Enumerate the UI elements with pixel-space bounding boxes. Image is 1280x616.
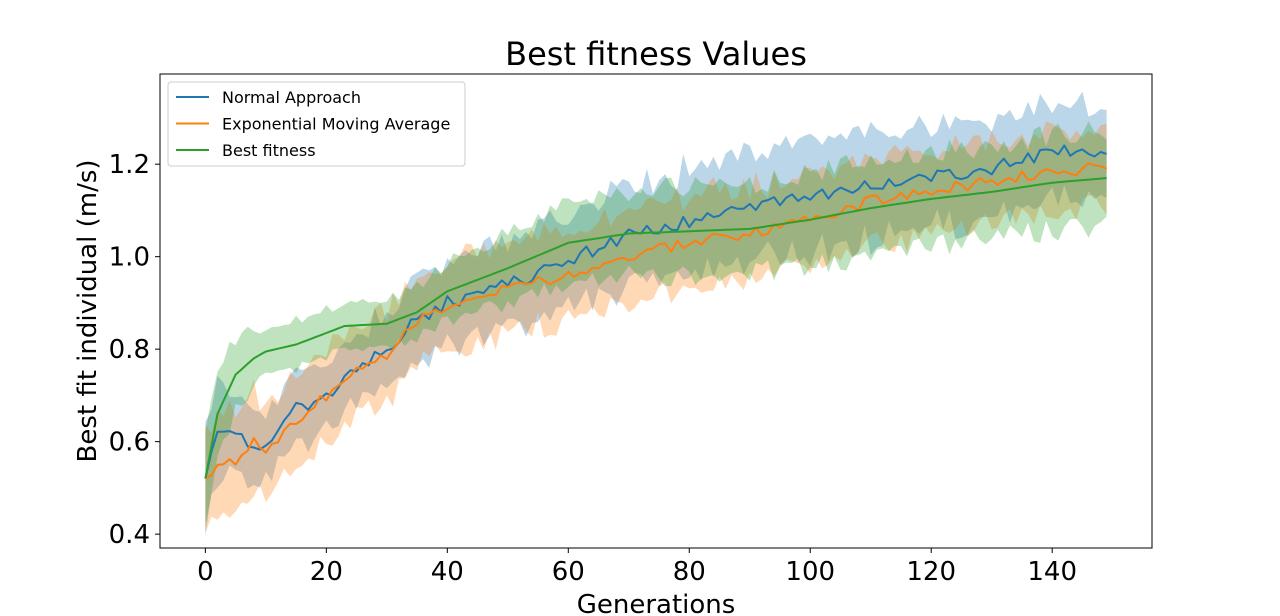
x-tick-label: 140 [1027,557,1077,587]
y-tick-label: 1.2 [109,150,150,180]
legend-label: Normal Approach [222,88,361,107]
legend: Normal Approach Exponential Moving Averag… [167,81,466,167]
x-axis-ticks: 0 20 40 60 80 100 120 140 [197,548,1077,587]
x-tick-label: 100 [785,557,835,587]
y-tick-label: 0.8 [109,335,150,365]
x-tick-label: 20 [310,557,343,587]
plot-frame [159,73,1153,549]
legend-label: Exponential Moving Average [222,115,450,134]
y-tick-label: 0.6 [109,428,150,458]
series-lines [204,144,1108,480]
x-tick-label: 40 [431,557,464,587]
line-best-fitness [204,177,1107,479]
chart-title: Best fitness Values [505,35,807,73]
y-axis-ticks: 0.4 0.6 0.8 1.0 1.2 [109,150,160,550]
line-exponential-moving-average [204,162,1108,480]
x-tick-label: 0 [197,557,214,587]
x-tick-label: 120 [906,557,956,587]
y-tick-label: 0.4 [109,520,150,550]
x-axis-label: Generations [577,590,736,616]
legend-label: Best fitness [222,141,316,160]
x-tick-label: 60 [552,557,585,587]
y-tick-label: 1.0 [109,243,150,273]
band-exponential-moving-average [205,121,1107,534]
x-tick-label: 80 [673,557,706,587]
y-axis-label: Best fit individual (m/s) [73,159,103,462]
band-best-fitness [205,121,1107,526]
legend-box [167,81,466,167]
